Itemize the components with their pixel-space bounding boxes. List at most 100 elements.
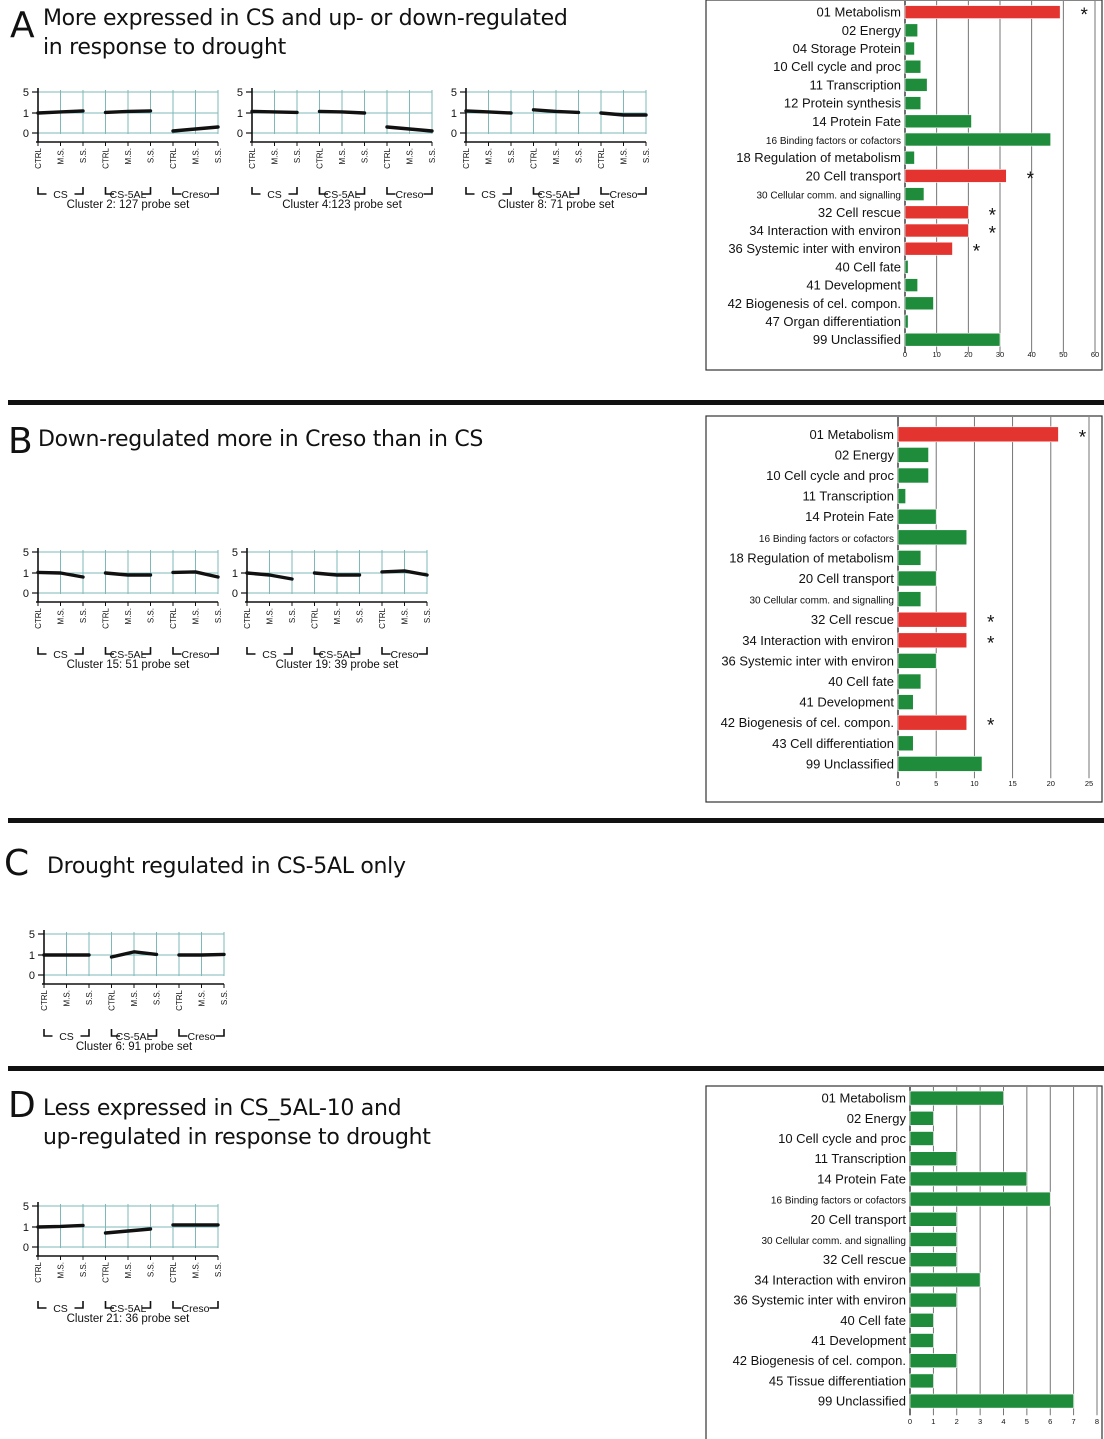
bar <box>909 1313 934 1328</box>
category-label: 01 Metabolism <box>816 5 901 20</box>
panel-b-heading-line-1: Down-regulated more in Creso than in CS <box>38 427 484 452</box>
category-label: 32 Cell rescue <box>811 612 894 627</box>
y-tick-label: 1 <box>237 108 243 120</box>
cluster-label: Cluster 21: 36 probe set <box>67 1313 191 1325</box>
category-label: 14 Protein Fate <box>805 509 894 524</box>
category-label: 42 Biogenesis of cel. compon. <box>728 296 901 311</box>
bar <box>897 550 922 566</box>
series-line <box>103 571 153 577</box>
x-tick-label: CTRL <box>34 147 43 168</box>
y-tick-label: 1 <box>23 568 29 580</box>
panel-d-heading-line-1: Less expressed in CS_5AL-10 and <box>43 1096 402 1121</box>
x-tick-label: CTRL <box>169 147 178 168</box>
group-bracket <box>532 187 580 195</box>
x-tick-label: CTRL <box>34 607 43 628</box>
x-tick-label: S.S. <box>220 990 229 1005</box>
series-line <box>312 571 362 577</box>
cluster-chart: 5 1 0 CTRL M.S. S.S. CS CTRL M.S. S.S. CS-5AL CTRL M… <box>23 87 223 211</box>
x-tick-label: M.S. <box>485 148 494 164</box>
x-tick-label: S.S. <box>293 148 302 163</box>
category-label: 16 Binding factors or cofactors <box>766 136 901 147</box>
cluster-chart: 5 1 0 CTRL M.S. S.S. CS CTRL M.S. S.S. CS-5AL CTRL M… <box>237 87 437 211</box>
category-label: 99 Unclassified <box>818 1394 906 1409</box>
category-label: 47 Organ differentiation <box>765 314 901 329</box>
category-label: 42 Biogenesis of cel. compon. <box>733 1353 906 1368</box>
significance-star: * <box>973 242 981 263</box>
group-bracket <box>313 647 361 655</box>
y-tick-label: 1 <box>232 568 238 580</box>
category-label: 34 Interaction with environ <box>742 633 894 648</box>
cluster-chart: 5 1 0 CTRL M.S. S.S. CS CTRL M.S. S.S. CS-5AL CTRL M… <box>451 87 651 211</box>
x-tick-label: CTRL <box>102 607 111 628</box>
x-tick-label: CTRL <box>34 1261 43 1282</box>
y-tick-label: 0 <box>232 588 238 600</box>
category-label: 30 Cellular comm. and signalling <box>749 596 894 607</box>
group-bracket <box>37 187 84 195</box>
x-tick-label: CTRL <box>108 989 117 1010</box>
group-bracket <box>37 647 84 655</box>
x-tick-label: 25 <box>1085 779 1093 788</box>
group-bracket <box>178 1029 225 1037</box>
bar <box>897 488 906 504</box>
x-tick-label: M.S. <box>57 148 66 164</box>
x-tick-label: CTRL <box>102 147 111 168</box>
x-tick-label: 20 <box>964 350 972 359</box>
bar <box>897 694 914 710</box>
x-tick-label: M.S. <box>124 148 133 164</box>
bar <box>904 296 934 311</box>
y-tick-label: 1 <box>451 108 457 120</box>
category-label: 99 Unclassified <box>806 756 894 771</box>
group-label: CS-5AL <box>319 649 356 661</box>
bar <box>904 187 925 201</box>
x-tick-label: S.S. <box>575 148 584 163</box>
category-label: 36 Systemic inter with environ <box>721 653 894 668</box>
category-label: 01 Metabolism <box>809 427 894 442</box>
bar <box>909 1373 934 1389</box>
series-line <box>250 109 299 115</box>
x-tick-label: 40 <box>1027 350 1035 359</box>
x-tick-label: 15 <box>1008 779 1016 788</box>
group-label: CS <box>262 649 277 661</box>
bar <box>909 1272 981 1288</box>
category-label: 11 Transcription <box>809 77 901 92</box>
x-tick-label: S.S. <box>153 990 162 1005</box>
panel-c-heading-line-1: Drought regulated in CS-5AL only <box>47 854 406 879</box>
group-bracket <box>172 647 219 655</box>
group-bracket <box>386 187 433 195</box>
y-tick-label: 0 <box>451 128 457 140</box>
group-bracket <box>600 187 647 195</box>
x-tick-label: M.S. <box>198 990 207 1006</box>
series-line <box>464 109 513 115</box>
series-line <box>36 570 85 579</box>
bar <box>897 447 929 463</box>
category-label: 42 Biogenesis of cel. compon. <box>721 715 894 730</box>
x-tick-label: CTRL <box>311 607 320 628</box>
category-label: 01 Metabolism <box>821 1091 906 1106</box>
x-tick-label: M.S. <box>124 1262 133 1278</box>
category-label: 40 Cell fate <box>835 259 901 274</box>
group-bracket <box>104 647 152 655</box>
y-tick-label: 5 <box>29 929 35 941</box>
x-tick-label: M.S. <box>333 608 342 624</box>
category-label: 12 Protein synthesis <box>784 96 902 111</box>
x-tick-label: S.S. <box>361 148 370 163</box>
series-line <box>171 570 220 579</box>
bar <box>897 673 922 690</box>
group-label: CS-5AL <box>324 189 361 201</box>
category-label: 18 Regulation of metabolism <box>729 550 894 565</box>
x-tick-label: CTRL <box>597 147 606 168</box>
x-tick-label: CTRL <box>175 989 184 1010</box>
x-tick-label: CTRL <box>169 1261 178 1282</box>
significance-star: * <box>989 205 997 226</box>
x-tick-label: S.S. <box>79 148 88 163</box>
category-label: 02 Energy <box>835 447 895 462</box>
group-bracket <box>172 187 219 195</box>
group-label: Creso <box>181 1303 209 1315</box>
significance-star: * <box>987 613 995 634</box>
bar <box>904 5 1061 19</box>
cluster-label: Cluster 19: 39 probe set <box>276 659 400 671</box>
bar <box>909 1151 958 1166</box>
group-label: Creso <box>187 1031 215 1043</box>
bar <box>909 1353 958 1369</box>
group-bracket <box>37 1301 84 1309</box>
